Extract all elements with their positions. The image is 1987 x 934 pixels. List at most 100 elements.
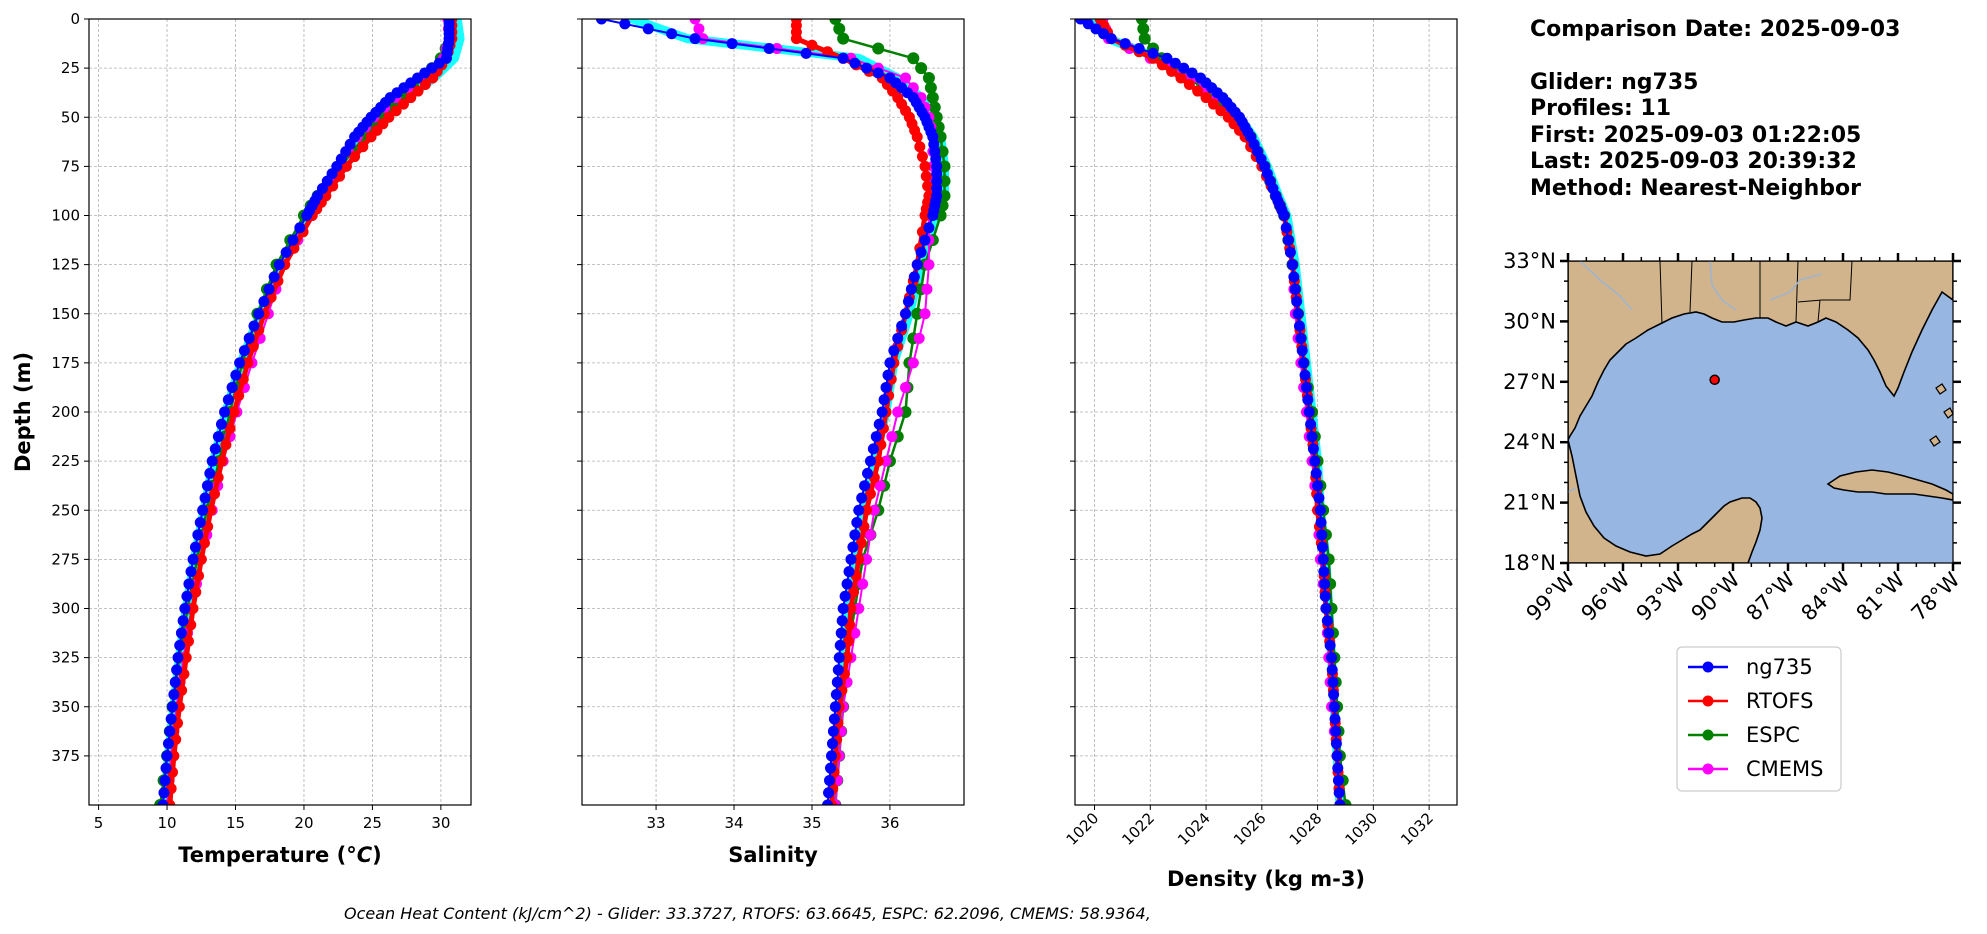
temperature-RTOFS-point bbox=[357, 141, 369, 153]
map-lon-label: 81°W bbox=[1852, 567, 1910, 625]
temperature-ng735-point bbox=[301, 210, 313, 221]
salinity-RTOFS-point bbox=[790, 33, 802, 45]
legend-marker bbox=[1702, 763, 1714, 775]
depth-ytick-label: 150 bbox=[51, 305, 80, 323]
salinity-CMEMS-point bbox=[913, 332, 925, 344]
salinity-ng735-point bbox=[849, 529, 861, 541]
salinity-ESPC-point bbox=[915, 62, 928, 75]
density-ng735-point bbox=[1280, 222, 1292, 234]
salinity-ESPC-point bbox=[899, 406, 912, 418]
density-RTOFS-point bbox=[1207, 98, 1219, 110]
salinity-CMEMS-point bbox=[919, 308, 931, 320]
salinity-ng735-point bbox=[905, 283, 917, 295]
salinity-RTOFS-point bbox=[841, 652, 853, 664]
salinity-ng735-point bbox=[851, 517, 863, 529]
salinity-series bbox=[595, 19, 951, 805]
depth-ytick-label: 100 bbox=[51, 207, 80, 225]
map-lon-label: 84°W bbox=[1797, 567, 1855, 625]
density-ng735-point bbox=[1326, 664, 1338, 676]
map-frame bbox=[1567, 260, 1954, 564]
salinity-RTOFS-point bbox=[922, 180, 934, 192]
temperature-RTOFS-point bbox=[212, 472, 224, 483]
salinity-ng735-point bbox=[827, 725, 839, 737]
density-ng735-point bbox=[1295, 332, 1307, 344]
salinity-ng735-point bbox=[841, 578, 853, 590]
depth-ytick-label: 125 bbox=[51, 256, 80, 274]
salinity-ng735-point bbox=[870, 431, 882, 443]
temperature-ng735-point bbox=[164, 725, 176, 737]
map-state-borders bbox=[1659, 261, 1853, 325]
salinity-ng735-point bbox=[911, 259, 923, 271]
temperature-ng735-point bbox=[206, 455, 218, 467]
salinity-RTOFS-point bbox=[872, 455, 884, 467]
salinity-xtick-label: 35 bbox=[802, 814, 821, 832]
salinity-ng735-point bbox=[689, 33, 701, 45]
profiles-count: Profiles: 11 bbox=[1530, 96, 1671, 121]
temperature-ng735-point bbox=[165, 713, 177, 725]
temperature-RTOFS-point bbox=[187, 603, 199, 614]
salinity-ng735-point bbox=[861, 62, 873, 74]
salinity-ESPC-point bbox=[938, 175, 951, 188]
density-ng735-point bbox=[1169, 57, 1181, 69]
salinity-x-ticks: 33 34 35 36 bbox=[647, 805, 899, 832]
temperature-ng735-point bbox=[167, 701, 179, 713]
depth-ytick-label: 175 bbox=[51, 354, 80, 372]
density-ng735-point bbox=[1289, 283, 1301, 295]
temperature-ng735-point bbox=[287, 234, 299, 246]
density-ng735-point bbox=[1319, 578, 1331, 590]
temperature-RTOFS-point bbox=[209, 488, 221, 500]
depth-ytick-label: 25 bbox=[61, 59, 80, 77]
temperature-RTOFS-point bbox=[198, 537, 210, 549]
legend: ng735 RTOFS ESPC CMEMS bbox=[1676, 646, 1842, 792]
salinity-ng735-point bbox=[878, 394, 890, 406]
map-land-bahamas bbox=[1929, 383, 1953, 447]
salinity-RTOFS-point bbox=[914, 141, 926, 153]
salinity-CMEMS-point bbox=[886, 431, 898, 443]
salinity-ng735-point bbox=[824, 762, 836, 774]
salinity-RTOFS-point bbox=[822, 46, 834, 58]
depth-ytick-label: 275 bbox=[51, 550, 80, 568]
density-ng735-point bbox=[1298, 357, 1310, 369]
salinity-CMEMS-point bbox=[880, 455, 892, 467]
density-ng735-point bbox=[1315, 517, 1327, 529]
temperature-series-ng735 bbox=[157, 19, 455, 805]
map-lat-label: 33°N bbox=[1503, 249, 1556, 273]
salinity-ESPC-point bbox=[936, 145, 949, 158]
temperature-ng735-point bbox=[160, 762, 172, 774]
depth-ytick-label: 375 bbox=[51, 747, 80, 765]
salinity-ng735-point bbox=[876, 406, 888, 418]
density-ng735-point bbox=[1329, 713, 1341, 725]
density-ng735-point bbox=[1293, 320, 1305, 332]
salinity-ng735-point bbox=[595, 19, 607, 25]
salinity-CMEMS-point bbox=[861, 553, 873, 565]
salinity-ESPC-point bbox=[938, 160, 951, 173]
salinity-ESPC-point bbox=[907, 52, 920, 65]
salinity-CMEMS-point bbox=[857, 578, 869, 590]
temperature-ng735-point bbox=[248, 320, 260, 332]
salinity-ng735-point bbox=[836, 615, 848, 627]
temperature-RTOFS-point bbox=[427, 72, 439, 84]
salinity-ESPC-point bbox=[837, 32, 850, 45]
salinity-ng735-point bbox=[872, 67, 884, 79]
depth-ytick-label: 250 bbox=[51, 501, 80, 519]
salinity-ng735-point bbox=[849, 57, 861, 69]
salinity-ng735-point bbox=[839, 590, 851, 602]
temperature-RTOFS-point bbox=[412, 85, 424, 97]
map-lon-label: 90°W bbox=[1687, 567, 1745, 625]
temperature-ng735-point bbox=[185, 566, 197, 578]
method: Method: Nearest-Neighbor bbox=[1530, 176, 1861, 201]
temperature-RTOFS-point bbox=[247, 341, 259, 352]
temperature-RTOFS-point bbox=[205, 504, 217, 516]
salinity-y-ticks bbox=[577, 18, 582, 757]
legend-entry-CMEMS: CMEMS bbox=[1688, 757, 1824, 781]
density-ng735-point bbox=[1320, 603, 1332, 614]
salinity-grid bbox=[582, 18, 964, 805]
density-xtick-label: 1020 bbox=[1063, 809, 1103, 849]
temperature-xtick-label: 15 bbox=[226, 814, 245, 832]
salinity-ng735-point bbox=[845, 553, 857, 565]
salinity-CMEMS-point bbox=[921, 283, 933, 295]
map-lon-label: 78°W bbox=[1907, 567, 1965, 625]
map-lon-label: 87°W bbox=[1742, 567, 1800, 625]
temperature-RTOFS-point bbox=[242, 357, 254, 369]
